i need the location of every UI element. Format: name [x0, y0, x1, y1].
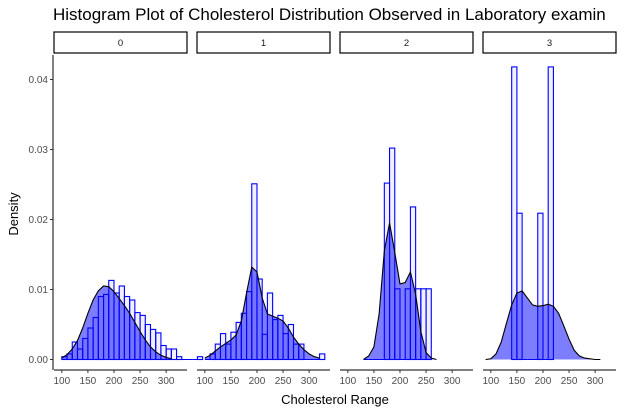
x-tick-label: 150 — [223, 376, 240, 387]
histogram-bar — [214, 343, 222, 361]
facet-strip — [339, 31, 474, 54]
x-tick-label: 200 — [106, 376, 123, 387]
facet-panel-2: 2 100 150 200 250 300 — [339, 31, 474, 387]
histogram-bar — [97, 295, 105, 361]
histogram-bar — [76, 348, 84, 361]
histogram-bar — [319, 353, 326, 361]
histogram-bar — [103, 293, 110, 361]
histogram-bar — [277, 314, 284, 361]
histogram-bar — [66, 353, 73, 361]
facet-panels: 0.00 0.01 0.02 0.03 0.04 0 100 150 200 250 300 1 100… — [29, 31, 617, 387]
histogram-bar — [170, 348, 178, 361]
y-tick-label: 0.03 — [29, 145, 49, 156]
facet-panel-3: 3 100 150 200 250 300 — [482, 31, 617, 387]
y-tick-label: 0.02 — [29, 215, 49, 226]
histogram-bar — [155, 332, 162, 361]
x-tick-label: 150 — [366, 376, 383, 387]
facet-panel-1: 1 100 150 200 250 300 — [196, 31, 331, 387]
x-tick-label: 200 — [392, 376, 409, 387]
histogram-bar — [134, 312, 141, 361]
facet-strip — [53, 31, 188, 54]
histogram-bar — [246, 291, 253, 361]
x-tick-label: 200 — [249, 376, 266, 387]
histogram-bar — [176, 356, 183, 361]
chart-title: Histogram Plot of Cholesterol Distributi… — [53, 5, 606, 24]
density-line — [485, 290, 601, 361]
histogram-bar — [547, 66, 554, 361]
histogram-bar — [383, 182, 391, 361]
histogram-bar — [388, 147, 396, 361]
y-tick-label: 0.04 — [29, 75, 49, 86]
facet-strip-label: 3 — [547, 38, 552, 49]
histogram-bar — [394, 288, 401, 361]
histogram-bar — [139, 314, 146, 361]
x-tick-label: 100 — [482, 376, 499, 387]
density-line — [61, 285, 172, 360]
x-tick-label: 300 — [158, 376, 175, 387]
x-tick-label: 100 — [53, 376, 70, 387]
histogram-bar — [404, 288, 411, 361]
histogram-bar — [129, 299, 136, 361]
y-tick-label: 0.01 — [29, 285, 49, 296]
histogram-bar — [282, 333, 289, 361]
facet-strip-label: 0 — [118, 38, 123, 49]
histogram-bar — [292, 343, 300, 361]
x-tick-label: 300 — [587, 376, 604, 387]
histogram-bar — [256, 278, 263, 361]
histogram-bar — [511, 66, 518, 361]
histogram-bar — [298, 343, 305, 361]
density-line — [363, 222, 437, 361]
histogram-bar — [196, 356, 204, 361]
facet-strip — [482, 31, 617, 54]
histogram-bar — [537, 212, 544, 361]
density-line — [204, 266, 320, 359]
x-tick-label: 250 — [132, 376, 149, 387]
x-tick-label: 250 — [418, 376, 435, 387]
facet-strip-label: 1 — [261, 38, 266, 49]
histogram-bar — [425, 288, 432, 361]
x-tick-label: 100 — [196, 376, 213, 387]
x-tick-label: 200 — [535, 376, 552, 387]
y-axis-title: Density — [6, 192, 21, 236]
histogram-bar — [82, 337, 89, 361]
histogram-bar — [149, 328, 157, 361]
histogram-bar — [266, 292, 274, 361]
histogram-bar — [108, 279, 115, 361]
x-tick-label: 250 — [275, 376, 292, 387]
x-tick-label: 150 — [509, 376, 526, 387]
x-tick-label: 250 — [561, 376, 578, 387]
histogram-bar — [287, 323, 295, 361]
histogram-bar — [144, 323, 152, 361]
histogram-bar — [261, 333, 268, 361]
facet-strip-label: 2 — [404, 38, 409, 49]
x-axis-title: Cholesterol Range — [281, 392, 389, 407]
x-tick-label: 300 — [301, 376, 318, 387]
histogram-bar — [87, 327, 94, 361]
histogram-bar — [240, 312, 248, 361]
y-tick-label: 0.00 — [29, 355, 49, 366]
facet-panel-0: 0 100 150 200 250 300 — [53, 31, 204, 387]
histogram-bar — [118, 285, 125, 361]
facet-strip — [196, 31, 331, 54]
x-tick-label: 150 — [80, 376, 97, 387]
histogram-bar — [92, 316, 99, 361]
x-tick-label: 300 — [444, 376, 461, 387]
histogram-bar — [225, 343, 232, 361]
density-area — [61, 286, 172, 360]
histogram-bar — [113, 292, 120, 361]
x-tick-label: 100 — [339, 376, 356, 387]
histogram-bar — [272, 319, 279, 361]
histogram-bar — [516, 212, 523, 361]
